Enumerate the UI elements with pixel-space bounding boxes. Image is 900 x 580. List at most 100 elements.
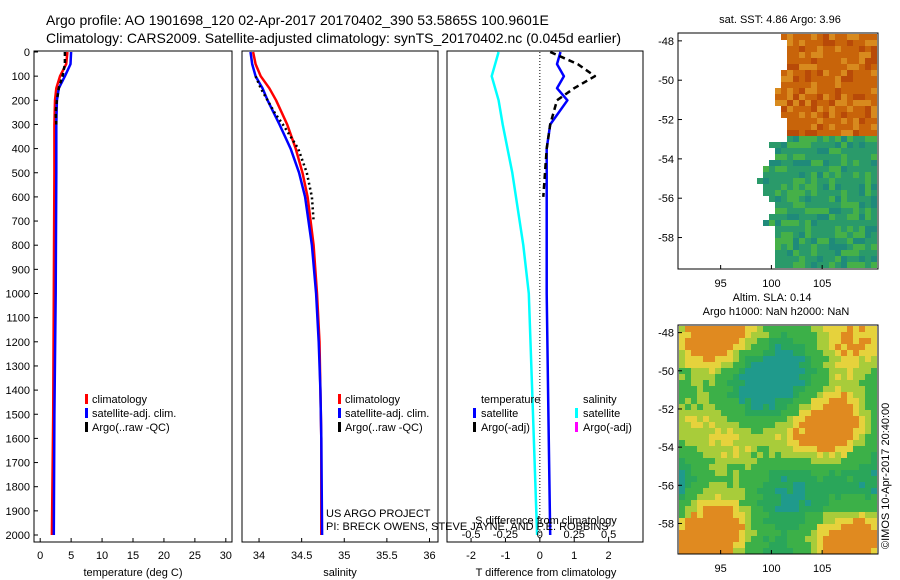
sla-cell — [847, 524, 853, 530]
sst-cell — [823, 184, 829, 190]
sla-cell — [739, 392, 745, 398]
sla-cell — [679, 332, 685, 338]
sst-cell — [853, 58, 859, 64]
sla-cell — [721, 518, 727, 524]
sal-legend-satellite: satellite-adj. clim. — [345, 408, 429, 420]
sst-cell — [793, 70, 799, 76]
sla-cell — [751, 446, 757, 452]
sst-cell — [859, 130, 865, 136]
sst-cell — [841, 202, 847, 208]
sla-cell — [781, 362, 787, 368]
sla-cell — [685, 410, 691, 416]
depth-tick-label: 1000 — [6, 289, 30, 301]
sla-cell — [757, 476, 763, 482]
sla-cell — [685, 434, 691, 440]
sst-cell — [823, 64, 829, 70]
sla-cell — [823, 368, 829, 374]
sla-cell — [757, 356, 763, 362]
sst-cell — [847, 178, 853, 184]
sla-cell — [847, 548, 853, 554]
sla-cell — [817, 482, 823, 488]
sla-cell — [865, 542, 871, 548]
sst-cell — [799, 58, 805, 64]
sla-cell — [805, 452, 811, 458]
sst-cell — [859, 184, 865, 190]
sla-cell — [697, 482, 703, 488]
sst-cell — [829, 94, 835, 100]
sla-cell — [775, 446, 781, 452]
sla-cell — [853, 440, 859, 446]
sla-cell — [841, 326, 847, 332]
sla-cell — [709, 392, 715, 398]
sla-cell — [811, 344, 817, 350]
sla-cell — [745, 518, 751, 524]
sla-cell — [781, 500, 787, 506]
sla-cell — [769, 392, 775, 398]
sla-cell — [703, 338, 709, 344]
sla-cell — [853, 410, 859, 416]
sla-cell — [769, 362, 775, 368]
sla-cell — [847, 368, 853, 374]
sla-cell — [679, 422, 685, 428]
project-note: US ARGO PROJECT — [326, 508, 431, 520]
sst-cell — [799, 124, 805, 130]
sla-cell — [823, 374, 829, 380]
sla-cell — [811, 332, 817, 338]
sla-cell — [757, 500, 763, 506]
sst-cell — [871, 196, 877, 202]
sst-cell — [787, 100, 793, 106]
sla-cell — [733, 422, 739, 428]
sla-cell — [853, 386, 859, 392]
sla-cell — [781, 488, 787, 494]
sla-cell — [763, 452, 769, 458]
sla-cell — [697, 494, 703, 500]
sla-cell — [787, 518, 793, 524]
sla-cell — [727, 386, 733, 392]
sla-cell — [811, 368, 817, 374]
sla-cell — [829, 362, 835, 368]
sla-cell — [685, 524, 691, 530]
sla-cell — [871, 362, 877, 368]
sst-cell — [865, 178, 871, 184]
sla-cell — [805, 404, 811, 410]
sla-cell — [709, 356, 715, 362]
sst-cell — [841, 124, 847, 130]
sla-cell — [769, 440, 775, 446]
sla-cell — [793, 374, 799, 380]
sla-cell — [841, 428, 847, 434]
depth-tick-label: 1900 — [6, 506, 30, 518]
sla-cell — [787, 530, 793, 536]
sla-cell — [835, 392, 841, 398]
sst-cell — [859, 148, 865, 154]
sla-cell — [823, 518, 829, 524]
sla-cell — [691, 524, 697, 530]
sla-cell — [685, 548, 691, 554]
sla-cell — [745, 524, 751, 530]
sla-cell — [787, 398, 793, 404]
sla-cell — [685, 362, 691, 368]
sla-cell — [697, 476, 703, 482]
sla-cell — [703, 440, 709, 446]
sst-cell — [841, 70, 847, 76]
sla-cell — [787, 344, 793, 350]
sst-cell — [817, 184, 823, 190]
diff-legend-sal-title: salinity — [583, 394, 617, 406]
sla-cell — [715, 524, 721, 530]
sla-cell — [733, 362, 739, 368]
sla-cell — [757, 530, 763, 536]
sla-cell — [769, 464, 775, 470]
sst-cell — [817, 262, 823, 268]
sla-cell — [835, 428, 841, 434]
sla-cell — [775, 530, 781, 536]
sla-cell — [853, 452, 859, 458]
sst-cell — [859, 142, 865, 148]
sla-cell — [811, 404, 817, 410]
sst-cell — [847, 136, 853, 142]
sla-cell — [763, 416, 769, 422]
sst-cell — [847, 88, 853, 94]
sla-cell — [871, 476, 877, 482]
sla-cell — [847, 344, 853, 350]
sst-cell — [841, 148, 847, 154]
sst-cell — [811, 130, 817, 136]
sal-satellite-line — [249, 51, 324, 536]
